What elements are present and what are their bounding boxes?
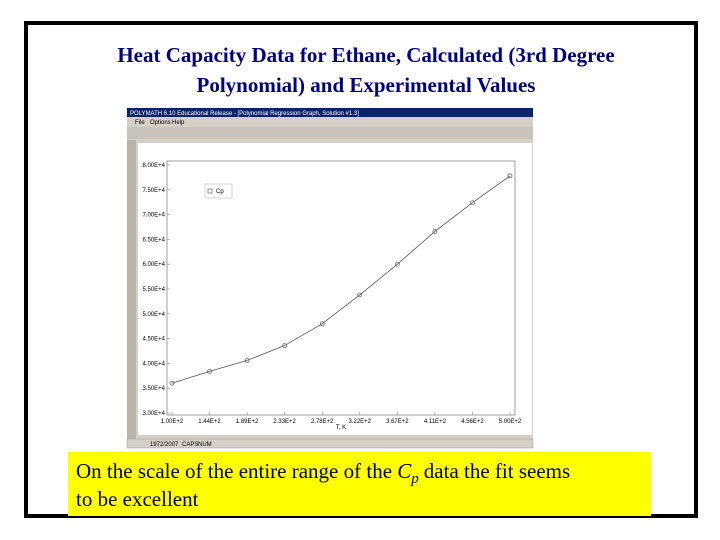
y-tick-label: 8.00E+4 [142,163,165,169]
y-tick-label: 5.50E+4 [142,287,165,293]
status-item: NUM [198,442,212,448]
legend-marker [207,188,213,194]
data-point [207,368,212,374]
y-tick-label: 6.00E+4 [142,262,165,268]
x-tick-label: 2.78E+2 [311,419,334,425]
statusbar [126,438,534,449]
data-point [395,261,400,267]
menu-item[interactable]: File [135,120,145,126]
window-title: POLYMATH 6.10 Educational Release - [Pol… [130,111,359,117]
slide-title: Heat Capacity Data for Ethane, Calculate… [117,43,614,67]
y-tick-label: 7.00E+4 [142,213,165,219]
caption: On the scale of the entire range of the … [76,459,570,487]
caption-symbol: C [397,459,412,483]
legend-box [204,183,233,199]
y-tick-label: 3.50E+4 [142,386,165,392]
toolbar [127,127,533,139]
x-tick-label: 1.00E+2 [161,419,184,425]
slide-title: Polynomial) and Experimental Values [197,73,536,97]
x-tick-label: 1.44E+2 [198,419,221,425]
x-tick-label: 1.89E+2 [236,419,259,425]
data-point [507,173,513,179]
x-tick-label: 2.33E+2 [273,419,296,425]
data-point [244,358,250,363]
x-tick-label: 3.67E+2 [386,419,409,425]
x-tick-label: 4.56E+2 [461,419,484,425]
data-point [319,321,325,327]
y-tick-label: 7.50E+4 [142,188,165,194]
menu-item[interactable]: Help [172,120,185,126]
caption-text: On the scale of the entire range of the [76,459,392,483]
y-tick-label: 5.00E+4 [142,312,165,318]
caption: to be excellent [76,487,199,511]
legend-label: Cp [216,189,224,195]
x-tick-label: 4.11E+2 [424,419,447,425]
data-point [169,380,175,386]
caption-box [68,452,651,516]
caption-subscript: p [410,471,419,487]
window-titlebar [127,108,533,117]
data-point [357,292,363,298]
menu-item[interactable]: Options [150,120,171,126]
data-point [470,200,475,206]
fit-line [171,175,511,384]
status-item: CAPS [182,442,198,448]
y-tick-label: 3.00E+4 [142,411,165,417]
side-toolbar [127,140,136,440]
plot-area [166,160,516,416]
caption-text: data the fit seems [424,459,570,483]
y-tick-label: 4.00E+4 [142,361,165,367]
data-point [432,229,438,234]
y-tick-label: 4.50E+4 [142,337,165,343]
x-tick-label: 5.00E+2 [499,419,522,425]
data-point [282,343,287,348]
x-tick-label: 3.22E+2 [348,419,371,425]
status-item: 1972/2007 [150,442,179,448]
x-axis-label: T, K [336,425,346,431]
y-tick-label: 6.50E+4 [142,237,165,243]
